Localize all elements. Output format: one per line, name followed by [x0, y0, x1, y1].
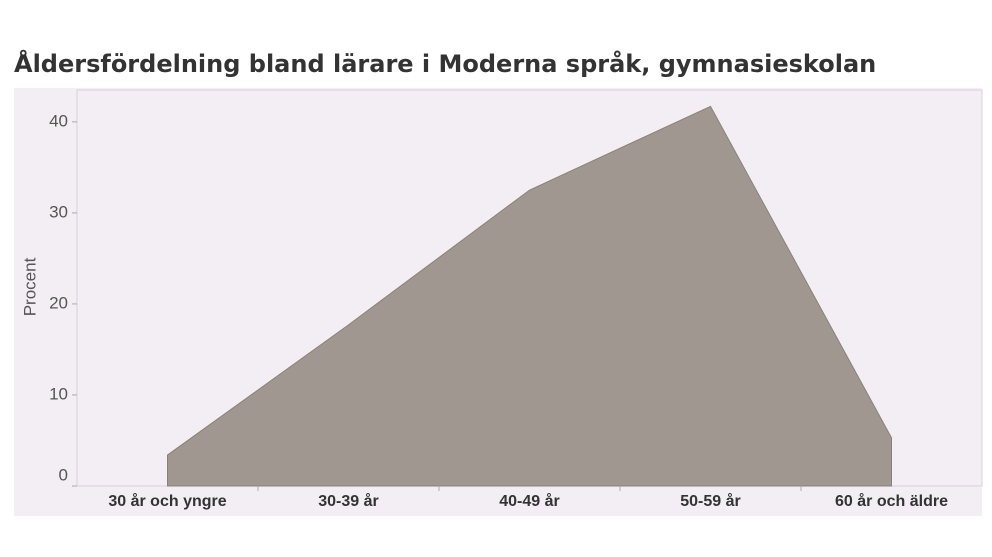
- y-tick-label: 20: [49, 293, 68, 312]
- x-tick-label: 30-39 år: [318, 492, 379, 510]
- x-tick-label: 60 år och äldre: [835, 492, 948, 510]
- x-tick-label: 40-49 år: [499, 492, 560, 510]
- x-tick-label: 50-59 år: [680, 492, 741, 510]
- area: [167, 105, 892, 487]
- y-tick-label: 10: [49, 384, 68, 403]
- y-axis-label: Procent: [20, 257, 39, 316]
- y-tick-label: 30: [49, 202, 68, 221]
- y-tick-label: 0: [59, 465, 68, 484]
- chart-title: Åldersfördelning bland lärare i Moderna …: [14, 49, 876, 78]
- x-tick-label: 30 år och yngre: [108, 492, 226, 510]
- y-tick-label: 40: [49, 111, 68, 130]
